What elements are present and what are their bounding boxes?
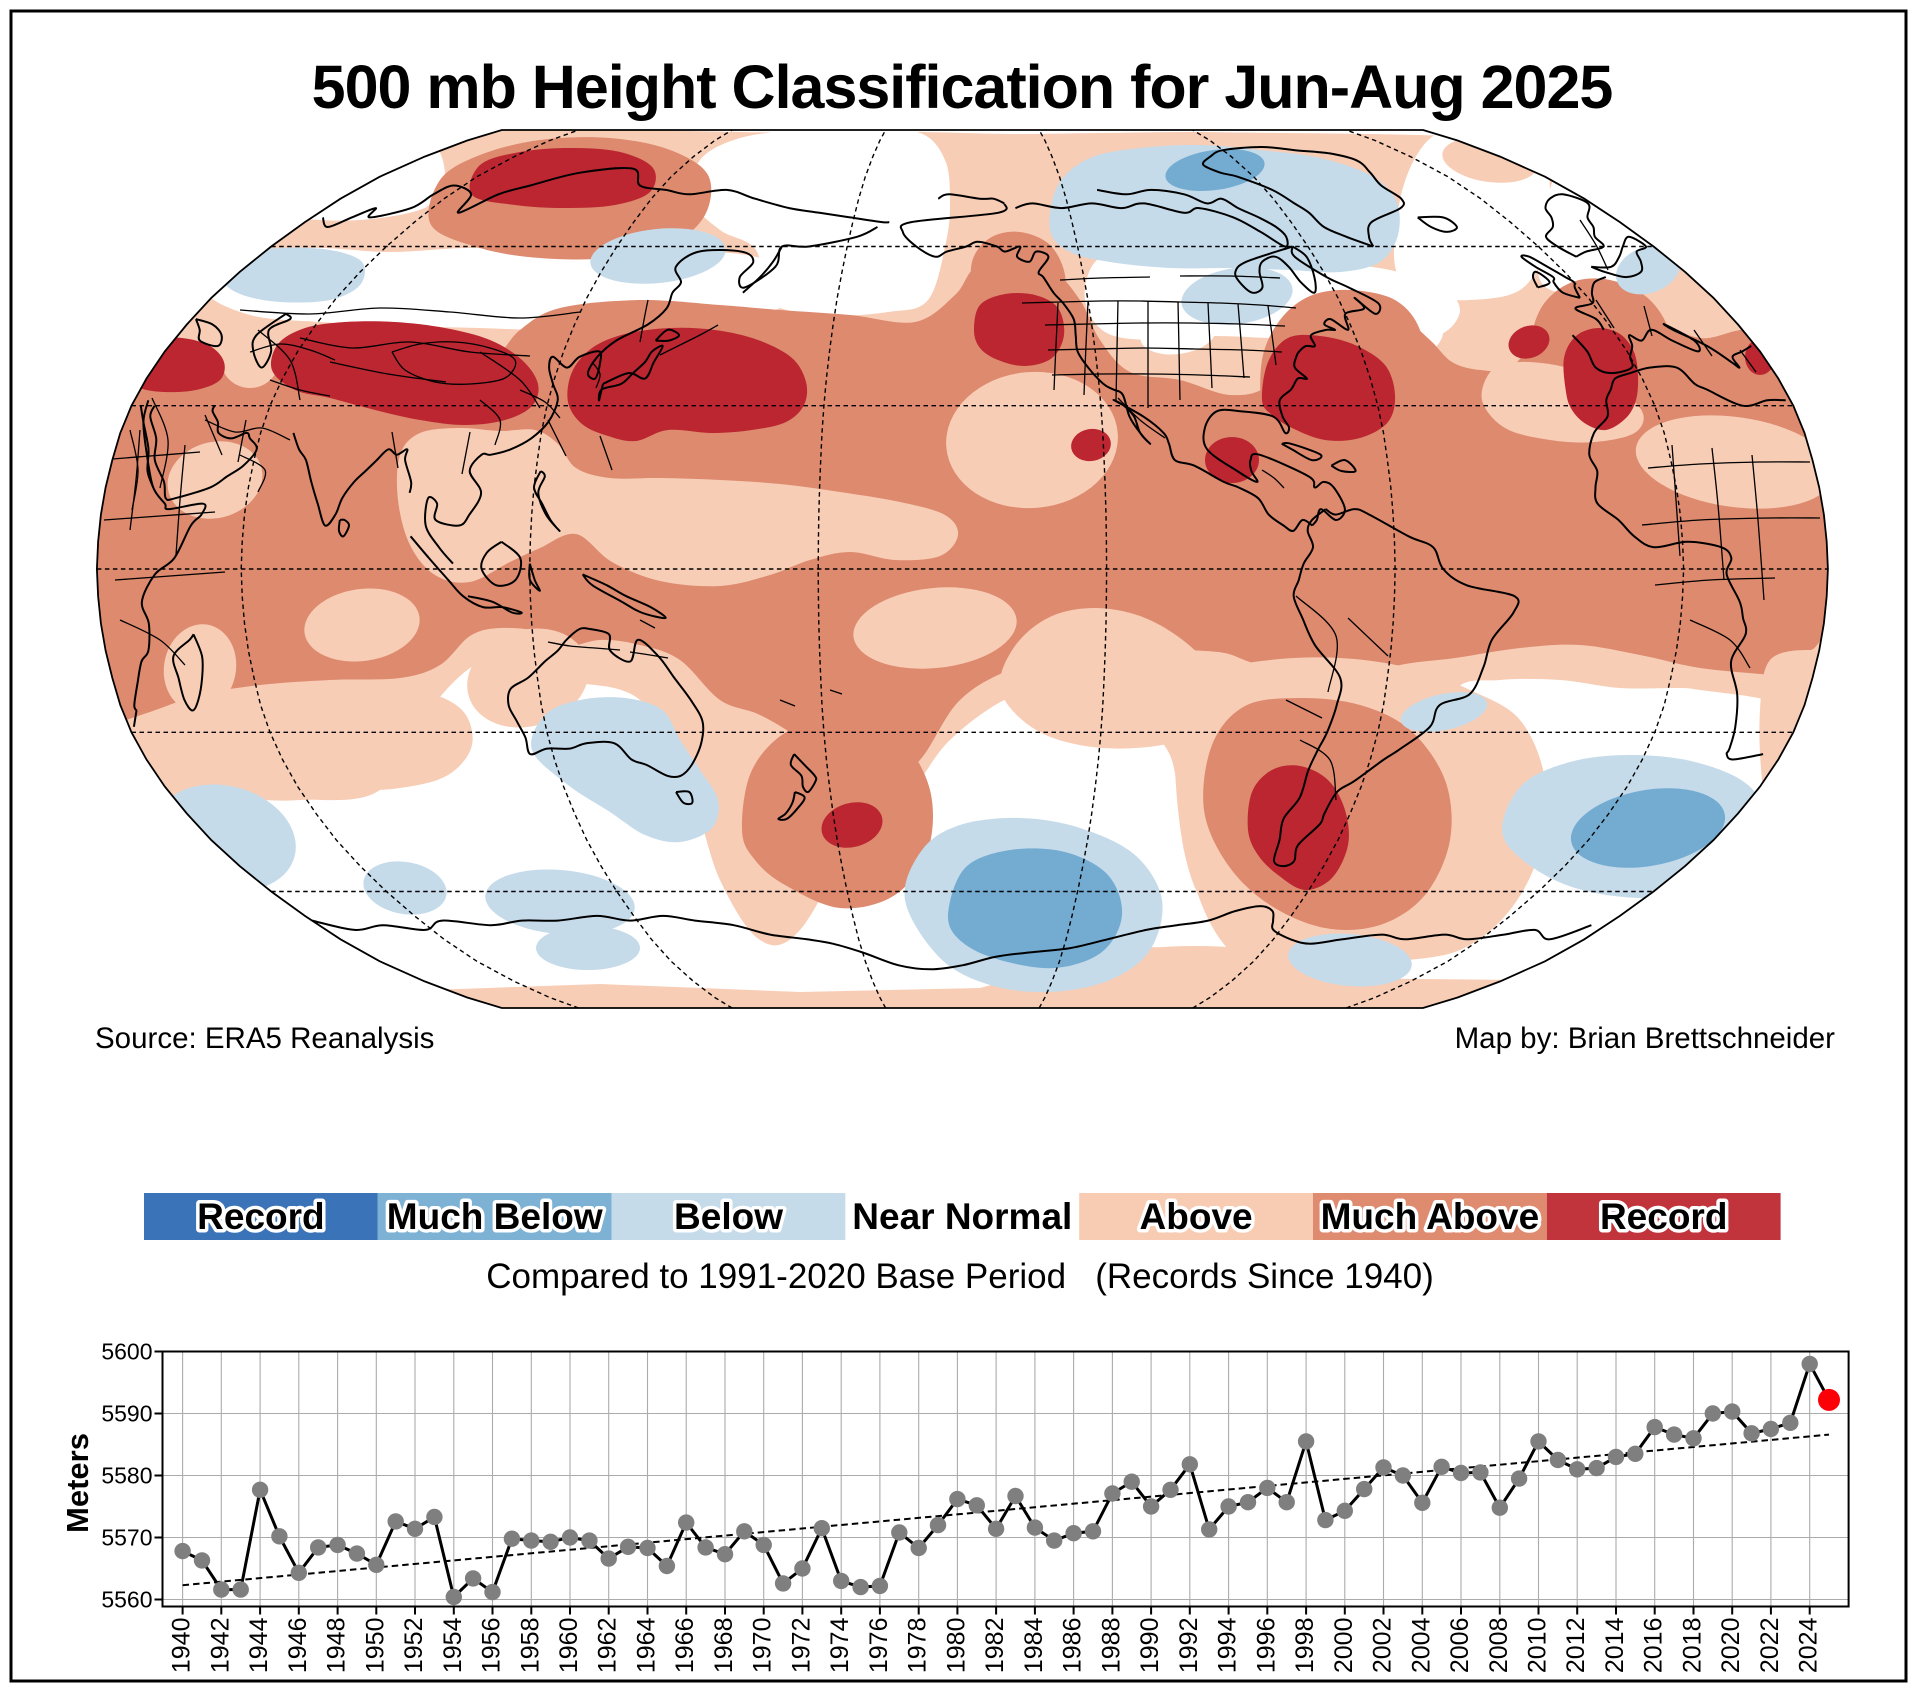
svg-text:1988: 1988 bbox=[1097, 1618, 1125, 1674]
svg-text:Much Below: Much Below bbox=[387, 1196, 603, 1237]
svg-text:Map by: Brian Brettschneider: Map by: Brian Brettschneider bbox=[1455, 1022, 1836, 1055]
svg-text:2008: 2008 bbox=[1485, 1618, 1513, 1674]
svg-text:2022: 2022 bbox=[1756, 1618, 1784, 1674]
svg-text:Compared to 1991-2020 Base Per: Compared to 1991-2020 Base Period (Recor… bbox=[486, 1257, 1434, 1296]
svg-text:1950: 1950 bbox=[361, 1618, 389, 1674]
svg-text:Source: ERA5 Reanalysis: Source: ERA5 Reanalysis bbox=[95, 1022, 434, 1055]
svg-text:1986: 1986 bbox=[1059, 1618, 1087, 1674]
svg-text:5580: 5580 bbox=[101, 1463, 152, 1489]
svg-text:1962: 1962 bbox=[594, 1618, 622, 1674]
svg-text:Record: Record bbox=[197, 1196, 324, 1237]
svg-text:1946: 1946 bbox=[284, 1618, 312, 1674]
svg-text:2006: 2006 bbox=[1446, 1618, 1474, 1674]
svg-text:1968: 1968 bbox=[710, 1618, 738, 1674]
svg-text:Near Normal: Near Normal bbox=[852, 1196, 1072, 1237]
svg-text:2010: 2010 bbox=[1524, 1618, 1552, 1674]
svg-text:1964: 1964 bbox=[633, 1617, 661, 1673]
svg-text:500 mb Height Classification f: 500 mb Height Classification for Jun-Aug… bbox=[312, 53, 1613, 121]
svg-text:1948: 1948 bbox=[323, 1618, 351, 1674]
svg-text:1980: 1980 bbox=[942, 1618, 970, 1674]
svg-text:5570: 5570 bbox=[101, 1525, 152, 1551]
svg-text:1976: 1976 bbox=[865, 1618, 893, 1674]
svg-text:1978: 1978 bbox=[904, 1618, 932, 1674]
svg-text:1982: 1982 bbox=[981, 1618, 1009, 1674]
svg-text:2012: 2012 bbox=[1562, 1618, 1590, 1674]
svg-text:1958: 1958 bbox=[516, 1618, 544, 1674]
svg-text:1942: 1942 bbox=[206, 1618, 234, 1674]
svg-text:2000: 2000 bbox=[1330, 1618, 1358, 1674]
svg-text:2024: 2024 bbox=[1795, 1617, 1823, 1673]
svg-text:1990: 1990 bbox=[1136, 1618, 1164, 1674]
svg-text:2004: 2004 bbox=[1407, 1617, 1435, 1673]
svg-text:1952: 1952 bbox=[400, 1618, 428, 1674]
svg-text:1984: 1984 bbox=[1020, 1617, 1048, 1673]
svg-text:2002: 2002 bbox=[1369, 1618, 1397, 1674]
svg-text:1956: 1956 bbox=[478, 1618, 506, 1674]
svg-text:1996: 1996 bbox=[1252, 1618, 1280, 1674]
svg-text:1994: 1994 bbox=[1214, 1617, 1242, 1673]
svg-text:2018: 2018 bbox=[1679, 1618, 1707, 1674]
svg-text:1944: 1944 bbox=[245, 1617, 273, 1673]
svg-text:Above: Above bbox=[1140, 1196, 1253, 1237]
svg-text:Meters: Meters bbox=[60, 1433, 95, 1533]
svg-text:1992: 1992 bbox=[1175, 1618, 1203, 1674]
svg-text:1974: 1974 bbox=[826, 1617, 854, 1673]
svg-text:1960: 1960 bbox=[555, 1618, 583, 1674]
svg-text:5600: 5600 bbox=[101, 1339, 152, 1365]
svg-text:2016: 2016 bbox=[1640, 1618, 1668, 1674]
svg-text:1970: 1970 bbox=[749, 1618, 777, 1674]
svg-text:1966: 1966 bbox=[671, 1618, 699, 1674]
svg-text:Record: Record bbox=[1600, 1196, 1727, 1237]
svg-text:1972: 1972 bbox=[787, 1618, 815, 1674]
svg-text:Much Above: Much Above bbox=[1321, 1196, 1540, 1237]
svg-text:Below: Below bbox=[674, 1196, 783, 1237]
svg-text:1954: 1954 bbox=[439, 1617, 467, 1673]
svg-text:1940: 1940 bbox=[168, 1618, 196, 1674]
svg-text:5590: 5590 bbox=[101, 1401, 152, 1427]
svg-text:2014: 2014 bbox=[1601, 1617, 1629, 1673]
svg-text:5560: 5560 bbox=[101, 1587, 152, 1613]
svg-text:1998: 1998 bbox=[1291, 1618, 1319, 1674]
svg-text:2020: 2020 bbox=[1717, 1618, 1745, 1674]
